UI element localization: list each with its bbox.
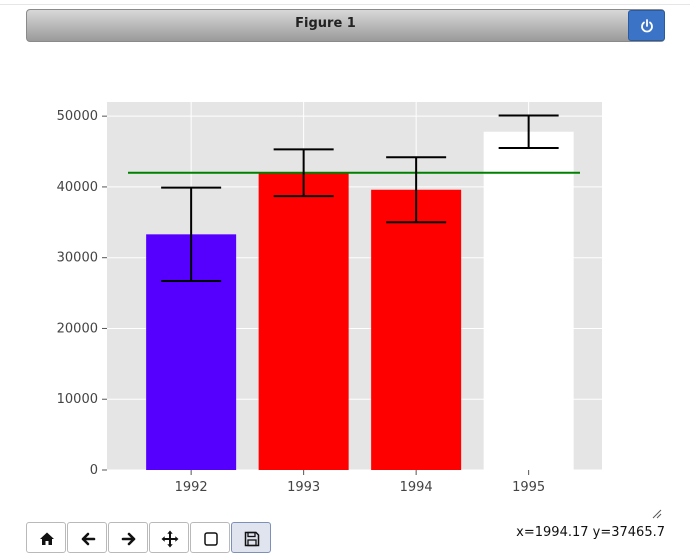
square-icon <box>204 532 218 546</box>
x-tick-label: 1994 <box>400 480 433 495</box>
home-button[interactable] <box>26 522 66 553</box>
arrow-right-icon <box>121 532 136 546</box>
x-tick-label: 1992 <box>175 480 208 495</box>
figure-title: Figure 1 <box>295 16 356 31</box>
bar-1994 <box>371 189 462 470</box>
y-tick-label: 40000 <box>57 180 98 195</box>
arrow-left-icon <box>81 532 96 546</box>
floppy-disk-icon <box>244 531 260 547</box>
resize-grip-icon[interactable] <box>652 509 662 519</box>
home-icon <box>40 532 54 545</box>
zoom-button[interactable] <box>190 522 230 553</box>
y-tick-label: 30000 <box>57 251 98 266</box>
x-tick-label: 1993 <box>287 480 320 495</box>
y-tick-label: 50000 <box>57 109 98 124</box>
save-button[interactable] <box>231 522 271 553</box>
pan-button[interactable] <box>149 522 189 553</box>
bar-chart[interactable]: 0 10000 20000 30000 40000 50000 1992 1993 1994 19… <box>0 0 690 520</box>
bar-1995 <box>483 131 574 470</box>
figure-titlebar: Figure 1 <box>26 9 665 42</box>
y-tick-label: 0 <box>90 463 98 478</box>
close-figure-button[interactable] <box>628 10 665 41</box>
y-tick-label: 20000 <box>57 321 98 336</box>
cursor-coordinates: x=1994.17 y=37465.7 <box>516 525 665 540</box>
top-border <box>0 0 690 5</box>
back-button[interactable] <box>67 522 107 553</box>
bar-1993 <box>258 172 349 470</box>
x-tick-label: 1995 <box>512 480 545 495</box>
forward-button[interactable] <box>108 522 148 553</box>
power-icon <box>641 19 653 33</box>
y-tick-label: 10000 <box>57 392 98 407</box>
move-icon <box>161 530 179 548</box>
